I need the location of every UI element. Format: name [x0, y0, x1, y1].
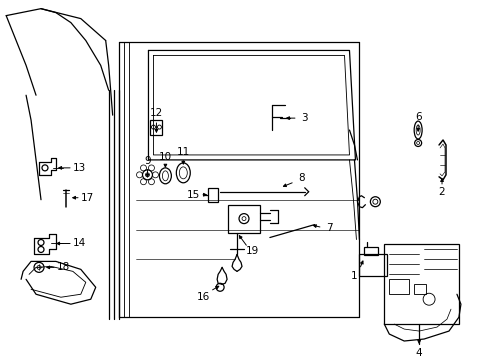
Text: 14: 14: [73, 238, 86, 248]
Text: 12: 12: [149, 108, 163, 118]
Text: 9: 9: [144, 156, 150, 166]
Text: 4: 4: [415, 348, 422, 358]
Text: 3: 3: [301, 113, 307, 123]
Text: 13: 13: [73, 163, 86, 173]
Text: 15: 15: [186, 190, 200, 200]
Text: 6: 6: [414, 112, 421, 122]
Text: 16: 16: [196, 292, 209, 302]
Text: 8: 8: [298, 173, 305, 183]
Text: 19: 19: [245, 247, 258, 256]
Text: 18: 18: [57, 262, 70, 273]
Bar: [364, 247, 378, 256]
Bar: [150, 120, 162, 135]
Bar: [413, 284, 425, 294]
Text: 10: 10: [159, 152, 172, 162]
Text: 1: 1: [350, 271, 357, 281]
Bar: [208, 188, 218, 202]
Text: 11: 11: [176, 147, 189, 157]
Bar: [227, 205, 260, 233]
Text: 17: 17: [81, 193, 94, 203]
Text: 2: 2: [438, 187, 445, 197]
Text: 7: 7: [325, 222, 332, 233]
Bar: [388, 279, 408, 294]
Bar: [384, 244, 458, 324]
Bar: [359, 255, 386, 276]
